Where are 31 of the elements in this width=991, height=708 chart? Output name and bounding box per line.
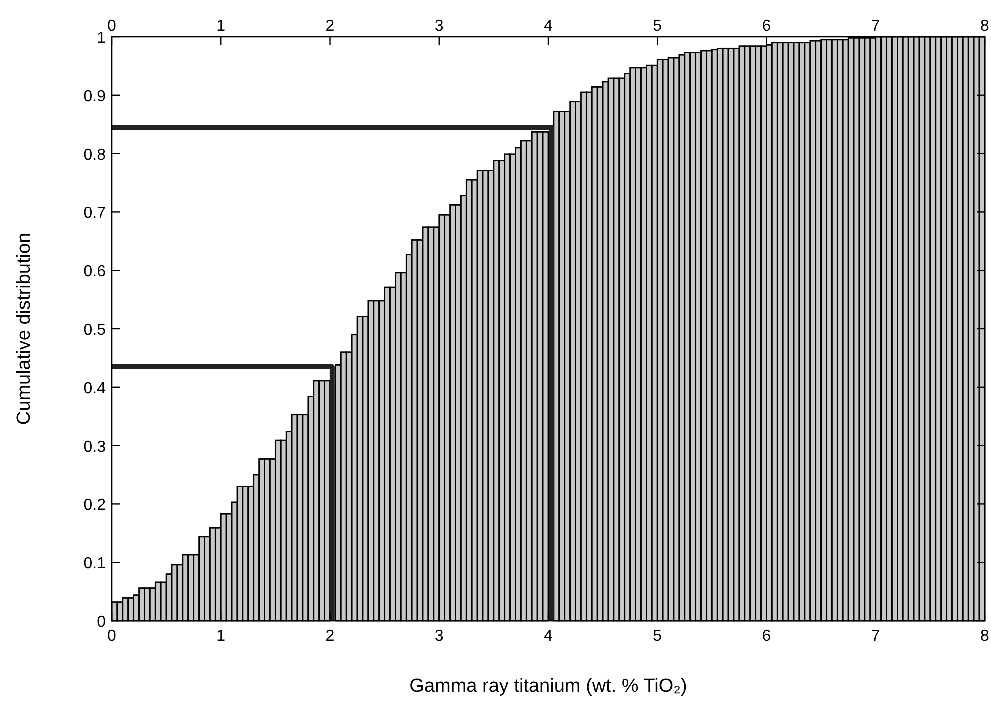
x-tick-label: 8 [980, 18, 990, 35]
x2-tick-label: 4 [544, 628, 554, 645]
y-tick-label: 0.5 [84, 322, 106, 339]
x-axis-title: Gamma ray titanium (wt. % TiO₂) [410, 676, 688, 697]
y-tick-label: 1 [97, 30, 106, 47]
x2-tick-label: 0 [108, 628, 117, 645]
y-tick-label: 0.2 [84, 497, 106, 514]
y-tick-label: 0.6 [84, 264, 106, 281]
y-tick-label: 0.1 [84, 556, 106, 573]
x-tick-label: 2 [326, 18, 335, 35]
x2-tick-label: 5 [653, 628, 662, 645]
x-tick-label: 6 [762, 18, 772, 35]
x2-tick-label: 7 [871, 628, 880, 645]
x-tick-label: 4 [544, 18, 554, 35]
x2-tick-label: 1 [216, 628, 226, 645]
x2-tick-label: 6 [762, 628, 772, 645]
y-tick-label: 0.4 [84, 380, 106, 398]
y-tick-label: 0 [97, 614, 106, 631]
x-tick-label: 3 [434, 18, 444, 35]
x2-tick-label: 2 [326, 628, 335, 645]
x-tick-label: 0 [108, 18, 117, 35]
x-tick-label: 1 [216, 18, 226, 35]
y-axis-title: Cumulative distribution [14, 232, 35, 426]
y-tick-label: 0.7 [84, 205, 106, 222]
x-tick-label: 5 [653, 18, 662, 35]
x-tick-label: 7 [871, 18, 880, 35]
x2-tick-label: 3 [434, 628, 444, 645]
y-tick-label: 0.8 [84, 146, 106, 164]
y-tick-label: 0.3 [84, 438, 106, 456]
y-tick-label: 0.9 [84, 88, 106, 106]
x2-tick-label: 8 [980, 628, 990, 645]
